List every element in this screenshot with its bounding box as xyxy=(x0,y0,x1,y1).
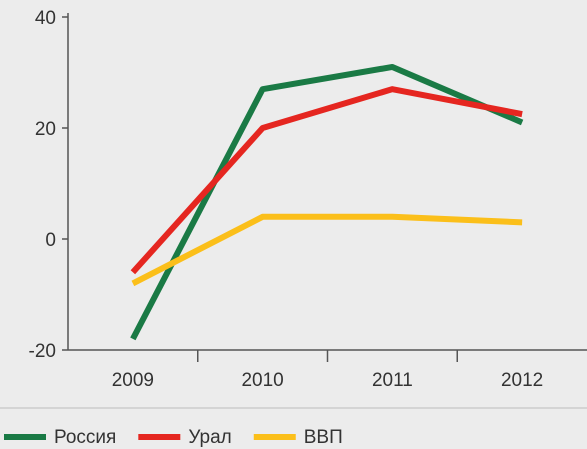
legend-label: Россия xyxy=(54,427,116,448)
series-line xyxy=(130,63,524,341)
y-tick-label: 0 xyxy=(45,230,56,251)
series-line xyxy=(130,86,523,275)
legend-label: ВВП xyxy=(304,427,343,448)
x-tick-label: 2011 xyxy=(372,370,413,391)
y-tick-label: 20 xyxy=(35,119,56,140)
y-tick-label: 40 xyxy=(35,8,56,29)
y-tick-label: -20 xyxy=(29,341,56,362)
x-tick-label: 2009 xyxy=(112,370,154,391)
legend-label: Урал xyxy=(188,427,231,448)
x-tick-label: 2012 xyxy=(501,370,543,391)
x-tick-label: 2010 xyxy=(241,370,283,391)
series-line xyxy=(131,213,523,287)
